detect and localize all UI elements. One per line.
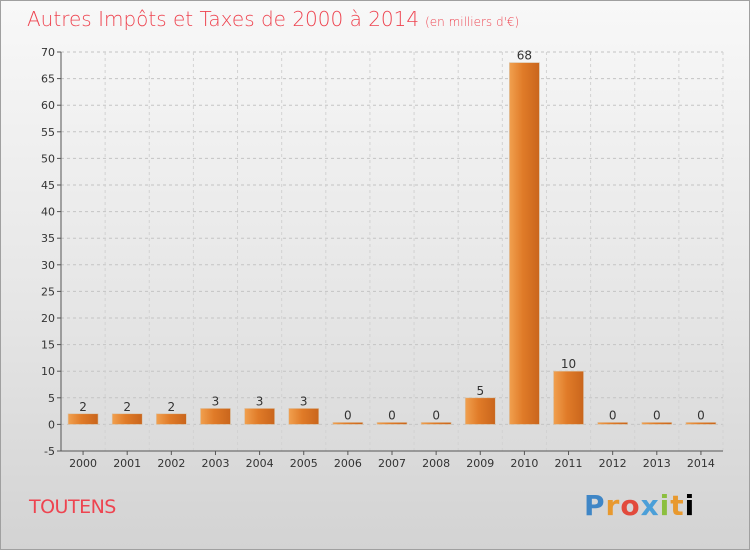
y-tick-label: 10 <box>41 365 55 378</box>
bar-2013 <box>641 422 673 425</box>
x-tick-label: 2003 <box>201 457 229 470</box>
data-label: 0 <box>344 408 352 422</box>
y-tick-label: 55 <box>41 126 55 139</box>
x-tick-label: 2006 <box>334 457 362 470</box>
bar-2005 <box>288 408 320 425</box>
x-tick-label: 2014 <box>687 457 715 470</box>
y-tick-label: 15 <box>41 339 55 352</box>
y-tick-label: -5 <box>44 445 55 458</box>
data-label: 5 <box>476 384 484 398</box>
y-tick-label: 45 <box>41 179 55 192</box>
y-tick-label: 20 <box>41 312 55 325</box>
x-tick-label: 2008 <box>422 457 450 470</box>
y-tick-label: 70 <box>41 46 55 59</box>
x-tick-label: 2007 <box>378 457 406 470</box>
x-tick-label: 2011 <box>555 457 583 470</box>
bar-2009 <box>464 397 496 425</box>
bar-2003 <box>200 408 231 425</box>
y-tick-label: 5 <box>48 392 55 405</box>
x-tick-label: 2009 <box>466 457 494 470</box>
chart-title: Autres Impôts et Taxes de 2000 à 2014 (en… <box>27 7 519 31</box>
bar-2011 <box>553 370 584 425</box>
bar-2012 <box>597 422 628 425</box>
labels: -505101520253035404550556065702200022001… <box>41 46 715 470</box>
y-tick-label: 40 <box>41 206 55 219</box>
data-label: 2 <box>123 400 131 414</box>
x-tick-label: 2010 <box>510 457 538 470</box>
data-label: 3 <box>212 394 220 408</box>
x-tick-label: 2001 <box>113 457 141 470</box>
axes <box>57 51 723 455</box>
proxiti-logo: Proxiti <box>584 489 696 522</box>
bar-2008 <box>420 422 452 425</box>
y-tick-label: 50 <box>41 152 55 165</box>
data-label: 3 <box>256 394 264 408</box>
bar-2002 <box>156 413 187 425</box>
bar-2014 <box>685 422 717 425</box>
data-label: 0 <box>653 408 661 422</box>
y-tick-label: 60 <box>41 99 55 112</box>
grid-lines <box>60 51 724 452</box>
x-tick-label: 2004 <box>246 457 274 470</box>
data-label: 2 <box>168 400 176 414</box>
bar-2001 <box>111 413 143 425</box>
bar-2007 <box>376 422 408 425</box>
bar-2006 <box>332 422 364 425</box>
x-tick-label: 2005 <box>290 457 318 470</box>
data-label: 2 <box>79 400 87 414</box>
x-tick-label: 2000 <box>69 457 97 470</box>
y-tick-label: 30 <box>41 259 55 272</box>
data-label: 0 <box>609 408 617 422</box>
data-label: 0 <box>388 408 396 422</box>
data-label: 10 <box>561 357 576 371</box>
data-label: 3 <box>300 394 308 408</box>
data-label: 0 <box>697 408 705 422</box>
y-tick-label: 65 <box>41 73 55 86</box>
x-tick-label: 2013 <box>643 457 671 470</box>
y-tick-label: 35 <box>41 232 55 245</box>
chart-subtitle: (en milliers d'€) <box>425 15 520 29</box>
x-tick-label: 2012 <box>599 457 627 470</box>
bars <box>67 62 717 425</box>
place-name: TOUTENS <box>29 496 116 518</box>
data-label: 68 <box>517 49 532 63</box>
x-tick-label: 2002 <box>157 457 185 470</box>
chart-title-text: Autres Impôts et Taxes de 2000 à 2014 <box>27 7 420 31</box>
data-label: 0 <box>432 408 440 422</box>
bar-2004 <box>244 408 275 425</box>
bar-2000 <box>67 413 99 425</box>
bar-2010 <box>509 62 540 425</box>
y-tick-label: 0 <box>48 418 55 431</box>
y-tick-label: 25 <box>41 285 55 298</box>
